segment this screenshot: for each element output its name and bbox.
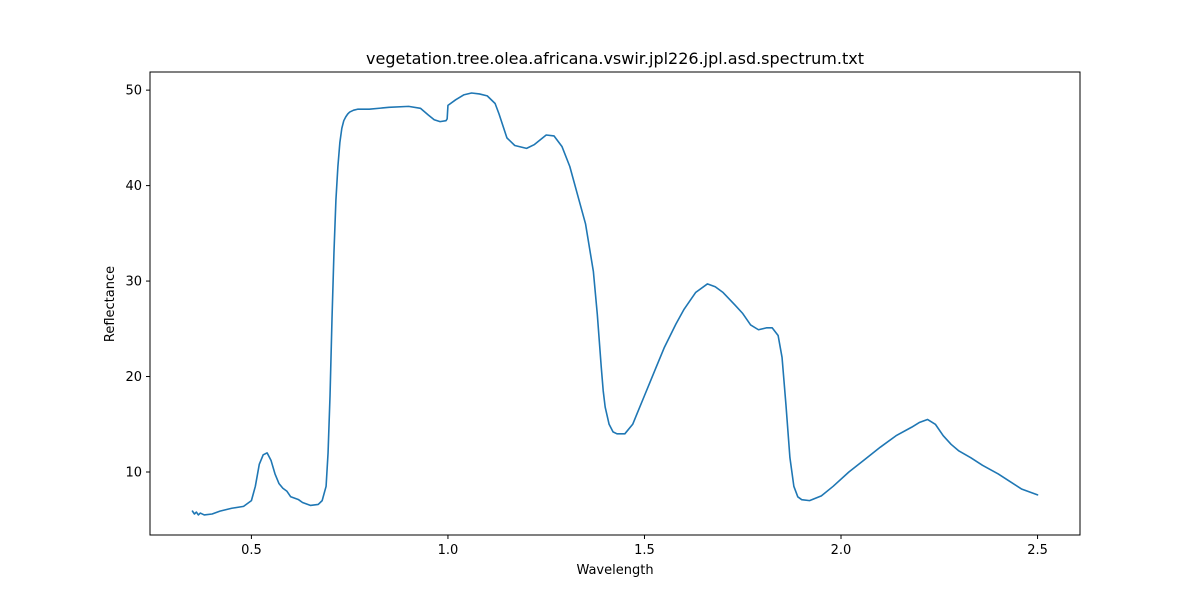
- axes-frame: [149, 71, 1081, 536]
- y-axis-title: Reflectance: [103, 266, 118, 342]
- y-tick-label: 20: [125, 370, 142, 385]
- x-tick-label: 1.5: [634, 543, 655, 558]
- series-line: [191, 92, 1039, 516]
- plot-layer: [191, 92, 1039, 516]
- x-tick-label: 1.0: [438, 543, 459, 558]
- chart-title: vegetation.tree.olea.africana.vswir.jpl2…: [366, 49, 864, 68]
- y-tick-label: 40: [125, 179, 142, 194]
- x-axis-title: Wavelength: [576, 563, 653, 578]
- y-tick-label: 50: [125, 84, 142, 99]
- x-tick-label: 2.0: [831, 543, 852, 558]
- ticks-layer: 0.5 1.0 1.5 2.0 2.5 10 20 30 40 50: [125, 84, 1047, 558]
- x-tick-label: 0.5: [241, 543, 262, 558]
- y-tick-label: 30: [125, 275, 142, 290]
- y-tick-label: 10: [125, 465, 142, 480]
- x-tick-label: 2.5: [1027, 543, 1048, 558]
